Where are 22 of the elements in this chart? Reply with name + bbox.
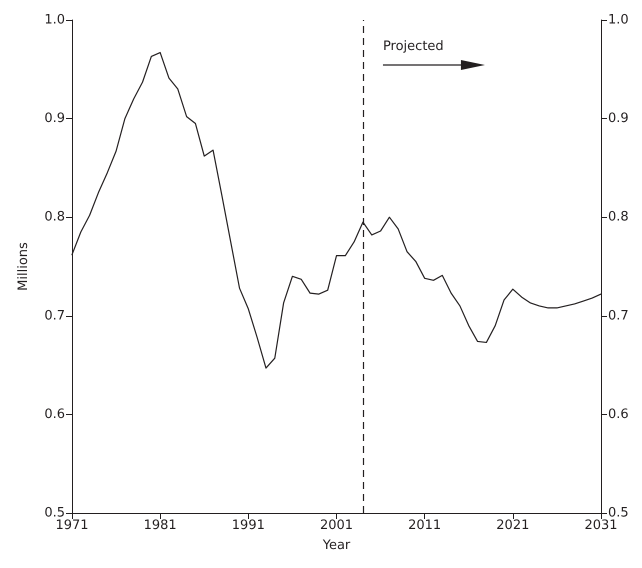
y2-tick-label: 0.7 <box>608 308 629 324</box>
x-tick-label: 2011 <box>408 518 442 533</box>
x-tick-label: 2031 <box>584 518 618 533</box>
y2-tick-label: 0.6 <box>608 406 629 422</box>
y2-tick-label: 1.0 <box>608 12 629 28</box>
x-tick-label: 1991 <box>232 518 265 533</box>
y-tick-label: 0.8 <box>44 210 65 225</box>
y2-tick-label: 0.5 <box>608 506 629 520</box>
x-tick-label: 2001 <box>320 518 354 533</box>
annotation: Projected <box>382 39 444 54</box>
x-tick-label: 1971 <box>55 518 89 533</box>
y-tick-label: 1.0 <box>44 12 65 28</box>
y-tick-label: 0.5 <box>44 506 65 520</box>
y2-tick-label: 0.8 <box>608 210 629 225</box>
y2-tick-label: 0.9 <box>608 111 629 126</box>
y-tick-label: 0.7 <box>44 308 65 324</box>
x-tick-label: 2021 <box>496 518 530 533</box>
x-tick-label: 1981 <box>144 518 177 533</box>
y-tick-label: 0.9 <box>44 111 65 126</box>
x-axis-title: Year <box>322 538 351 553</box>
y-axis-title: Millions <box>16 242 31 291</box>
y-tick-label: 0.6 <box>44 406 65 422</box>
